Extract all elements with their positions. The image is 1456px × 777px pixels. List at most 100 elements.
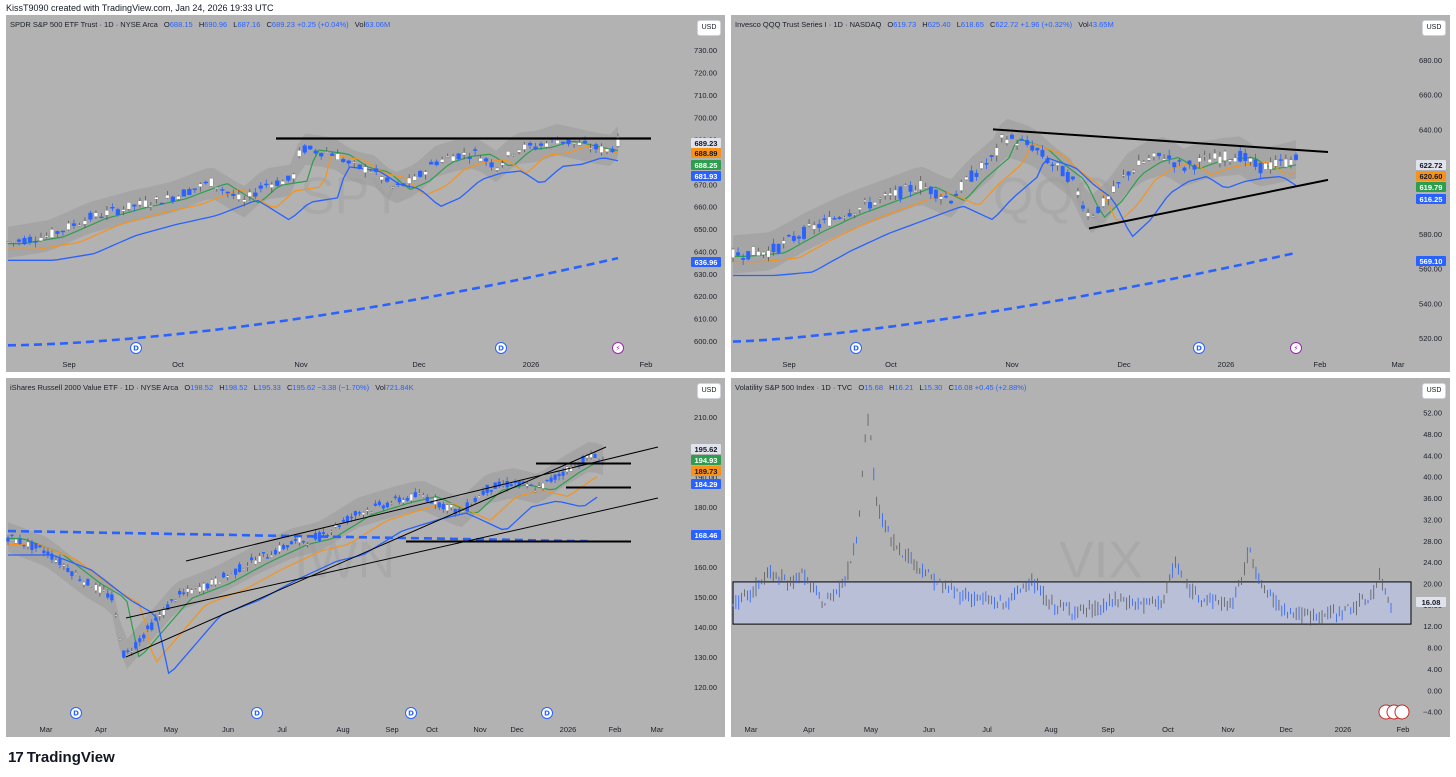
time-axis-tick-label: Apr	[803, 725, 815, 734]
candle-body	[615, 136, 621, 147]
price-axis-tick-label: 52.00	[1423, 409, 1442, 418]
currency-button[interactable]: USD	[1422, 383, 1446, 399]
price-axis-tick-label: 24.00	[1423, 558, 1442, 567]
candle-body	[522, 144, 527, 150]
time-axis-tick-label: Oct	[172, 360, 185, 369]
candle-body	[949, 200, 954, 204]
candle-body	[423, 171, 428, 175]
price-axis-tick-label: 4.00	[1427, 665, 1442, 674]
trendline	[125, 497, 659, 619]
candle-body	[230, 571, 234, 573]
volatility-cloud-band	[733, 118, 1296, 274]
candle-body	[731, 248, 735, 258]
candle-body	[264, 183, 269, 186]
volume-value: 63.06M	[365, 20, 391, 29]
candle-body	[352, 161, 357, 164]
candle-body	[27, 236, 33, 243]
event-marker-label: D	[133, 345, 139, 353]
candle-body	[293, 539, 298, 541]
candle-body	[1152, 152, 1156, 157]
candle-body	[505, 151, 511, 156]
close-value: 689.23	[271, 20, 295, 29]
candle-body	[190, 589, 194, 594]
candle-body	[878, 198, 883, 200]
price-axis-tick-label: 630.00	[694, 270, 717, 279]
time-axis-tick-label: Dec	[412, 360, 426, 369]
candle-body	[409, 493, 413, 501]
candle-body	[142, 634, 146, 639]
candle-body	[121, 209, 126, 212]
ema-fast-line	[8, 461, 598, 658]
symbol-title[interactable]: iShares Russell 2000 Value ETF · 1D · NY…	[10, 383, 179, 392]
price-tag-badge	[691, 171, 721, 181]
candle-body	[847, 213, 852, 217]
candle-body	[1050, 164, 1055, 166]
time-axis-tick-label: Feb	[609, 725, 622, 734]
candle-body	[1197, 157, 1202, 163]
candle-body	[104, 210, 110, 216]
candle-body	[467, 156, 472, 159]
candle-body	[257, 555, 262, 563]
candle-body	[1055, 162, 1060, 166]
price-axis-tick-label: 560.00	[1419, 265, 1442, 274]
chart-panel-vix[interactable]: VIX 52.00 48.00 44.00 40.00 36.00 32.00 28.00 24…	[731, 378, 1450, 737]
candle-body	[544, 142, 549, 148]
candle-body	[1223, 151, 1227, 161]
time-axis-tick-label: Apr	[95, 725, 107, 734]
time-axis-tick-label: Nov	[294, 360, 308, 369]
tradingview-footer[interactable]: 17 TradingView	[8, 749, 115, 766]
candle-body	[944, 195, 948, 198]
currency-button[interactable]: USD	[697, 383, 721, 399]
currency-button[interactable]: USD	[697, 20, 721, 36]
candle-body	[791, 235, 796, 241]
candle-body	[210, 579, 214, 586]
price-tag-label: 168.46	[695, 531, 718, 540]
price-tag-label: 195.62	[695, 445, 718, 454]
candle-body	[150, 622, 154, 630]
time-axis-tick-label: May	[864, 725, 878, 734]
candle-body	[192, 188, 197, 190]
candle-body	[126, 202, 132, 210]
price-tag-label: 619.79	[1420, 183, 1443, 192]
dividend-marker-icon	[130, 342, 142, 354]
chart-panel-spy[interactable]: SPY730.00720.00710.00700.00690.00680.006…	[6, 15, 725, 372]
chart-panel-qqq[interactable]: QQQ680.00660.00640.00620.00600.00580.005…	[731, 15, 1450, 372]
candle-body	[385, 502, 389, 508]
candle-body	[1141, 161, 1146, 164]
candle-body	[365, 509, 369, 512]
candle-body	[1187, 160, 1192, 165]
candle-body	[429, 502, 433, 504]
candle-body	[1167, 155, 1172, 159]
symbol-title[interactable]: Volatility S&P 500 Index · 1D · TVC	[735, 383, 853, 392]
long-ma-dashed-line	[7, 256, 619, 347]
time-axis-tick-label: 2026	[1335, 725, 1352, 734]
event-marker-label: D	[498, 345, 504, 353]
candle-body	[1070, 176, 1075, 180]
candle-body	[1283, 158, 1288, 168]
candle-body	[418, 170, 423, 177]
time-axis-tick-label: Dec	[510, 725, 524, 734]
price-tag-label: 189.73	[695, 467, 718, 476]
candle-body	[379, 176, 384, 181]
currency-button[interactable]: USD	[1422, 20, 1446, 36]
candle-body	[500, 162, 505, 166]
candle-body	[477, 495, 481, 498]
candle-body	[786, 235, 791, 237]
price-tag-badge	[691, 138, 721, 148]
chart-panel-iwn[interactable]: IWN210.00200.00190.00180.00170.00160.001…	[6, 378, 725, 737]
candle-body	[114, 614, 118, 616]
candle-body	[82, 581, 86, 586]
tradingview-logo-icon: 17	[8, 749, 24, 766]
price-axis-tick-label: 140.00	[694, 623, 717, 632]
candle-body	[214, 187, 219, 189]
event-marker-label: ⚡	[616, 345, 621, 353]
price-tag-label: 569.10	[1420, 257, 1443, 266]
candle-body	[440, 159, 445, 163]
symbol-title[interactable]: SPDR S&P 500 ETF Trust · 1D · NYSE Arca	[10, 20, 158, 29]
symbol-title[interactable]: Invesco QQQ Trust Series I · 1D · NASDAQ	[735, 20, 882, 29]
candle-body	[106, 593, 110, 598]
candle-body	[852, 213, 857, 215]
candle-body	[130, 651, 134, 653]
time-axis-tick-label: Oct	[426, 725, 439, 734]
candle-body	[186, 588, 190, 593]
